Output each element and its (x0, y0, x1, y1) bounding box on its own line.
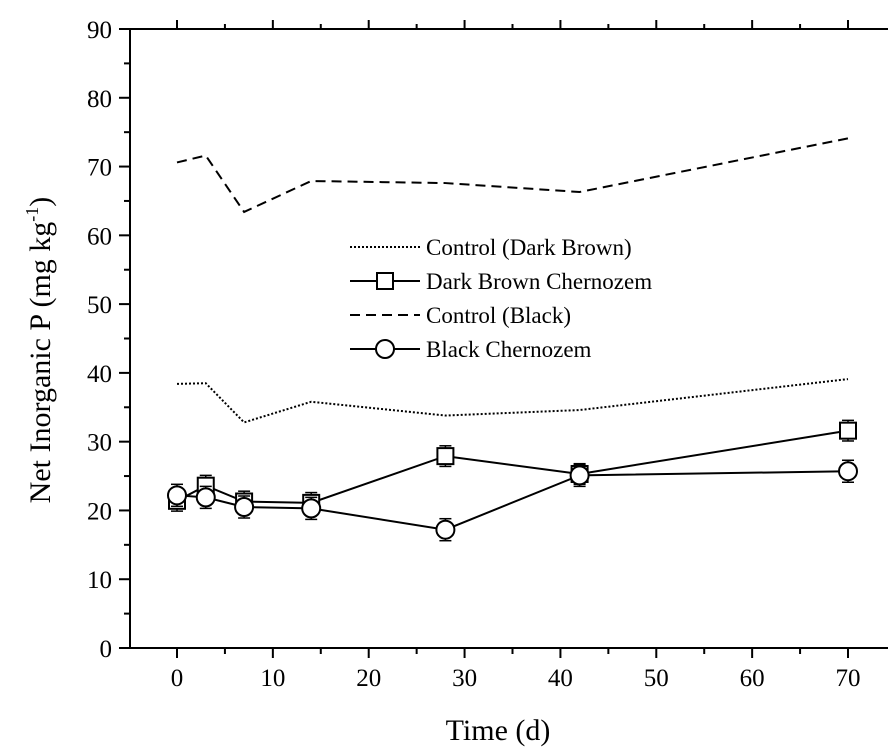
legend-item-3: Black Chernozem (350, 337, 592, 362)
x-tick-label: 20 (356, 665, 381, 692)
data-point (234, 497, 255, 518)
legend-item-0: Control (Dark Brown) (350, 235, 632, 260)
y-tick-label: 70 (87, 155, 112, 182)
x-tick-label: 10 (260, 665, 285, 692)
x-axis-title: Time (d) (446, 714, 551, 747)
legend-label: Control (Black) (426, 303, 571, 328)
legend-label: Black Chernozem (426, 337, 592, 362)
series-layer (167, 137, 858, 542)
legend-item-1: Dark Brown Chernozem (350, 269, 652, 294)
series-line (176, 429, 849, 504)
series-1 (168, 419, 857, 514)
series-2 (176, 137, 849, 214)
data-point (436, 447, 455, 466)
y-axis-title-close: ) (24, 197, 57, 207)
x-tick-label: 30 (452, 665, 477, 692)
y-tick-label: 60 (87, 223, 112, 250)
x-tick-label: 70 (836, 665, 861, 692)
legend-label: Dark Brown Chernozem (426, 269, 652, 294)
data-point (839, 421, 857, 440)
x-tick-label: 40 (548, 665, 573, 692)
legend-item-2: Control (Black) (350, 303, 571, 328)
y-axis-title: Net Inorganic P (mg kg-1) (22, 197, 57, 504)
y-tick-label: 50 (87, 292, 112, 319)
data-point (435, 519, 456, 540)
y-tick-label: 40 (87, 361, 112, 388)
legend-marker (375, 339, 395, 359)
y-tick-label: 80 (87, 86, 112, 113)
data-point (569, 465, 590, 486)
series-0 (176, 378, 849, 424)
y-tick-label: 90 (87, 17, 112, 44)
x-tick-label: 60 (740, 665, 765, 692)
series-line (176, 137, 849, 214)
x-tick-label: 0 (171, 665, 184, 692)
legend: Control (Dark Brown) Dark Brown Chernozem… (350, 235, 652, 362)
data-point (838, 461, 858, 482)
y-tick-label: 10 (87, 567, 112, 594)
y-tick-label: 20 (87, 498, 112, 525)
x-tick-label: 50 (644, 665, 669, 692)
y-axis-title-sup: -1 (22, 207, 42, 222)
data-point (167, 485, 187, 506)
series-3 (167, 459, 858, 542)
data-point (301, 498, 322, 519)
legend-marker (376, 272, 394, 290)
series-line (176, 470, 849, 531)
data-point (195, 487, 216, 508)
x-axis: 0 10 20 30 40 50 60 70 (171, 20, 861, 692)
y-axis: 0 10 20 30 40 50 60 70 80 90 (87, 17, 130, 663)
y-axis-title-main: Net Inorganic P (mg kg (24, 222, 57, 504)
legend-label: Control (Dark Brown) (426, 235, 632, 260)
series-line (176, 378, 849, 424)
y-tick-label: 30 (87, 430, 112, 457)
y-tick-label: 0 (100, 636, 113, 663)
